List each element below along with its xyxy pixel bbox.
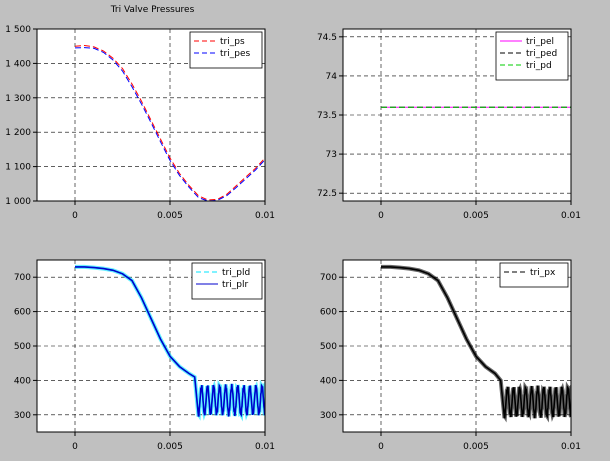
x-tick-label: 0 — [72, 211, 78, 221]
x-tick-label: 0.005 — [157, 211, 183, 221]
legend-label: tri_pd — [526, 61, 552, 71]
y-tick-label: 1 000 — [5, 197, 31, 207]
y-tick-label: 1 100 — [5, 163, 31, 173]
y-tick-label: 1 500 — [5, 25, 31, 35]
series-group — [74, 44, 265, 201]
legend: tri_ps tri_pes — [189, 31, 263, 69]
series-group — [75, 264, 265, 422]
subplot-3: 0 0.005 0.01 300 400 500 600 700 tri_pld tri_plr — [14, 259, 275, 452]
y-tick-label: 700 — [14, 273, 31, 283]
x-tick-label: 0.01 — [561, 442, 581, 452]
y-tick-label: 700 — [320, 273, 337, 283]
y-tick-label: 74.5 — [317, 33, 337, 43]
x-tick-label: 0 — [378, 211, 384, 221]
y-tick-label: 600 — [320, 308, 337, 318]
legend-label: tri_ps — [220, 37, 245, 47]
legend: tri_pld tri_plr — [191, 262, 263, 300]
series-group — [381, 264, 571, 423]
legend-label: tri_plr — [222, 280, 248, 290]
x-tick-label: 0 — [72, 442, 78, 452]
subplot-4: 0 0.005 0.01 300 400 500 600 700 tri_px — [320, 259, 581, 452]
subplot-2: 0 0.005 0.01 72.5 73 73.5 74 74.5 tri_pel tri_ped… — [317, 28, 581, 221]
x-tick-label: 0.01 — [255, 211, 275, 221]
legend-label: tri_ped — [526, 49, 557, 59]
y-tick-label: 1 200 — [5, 128, 31, 138]
y-tick-label: 500 — [320, 342, 337, 352]
y-tick-label: 73 — [326, 150, 337, 160]
y-tick-label: 300 — [14, 411, 31, 421]
subplot-1: 0 0.005 0.01 1 000 1 100 1 200 1 300 1 400 1 500… — [5, 25, 275, 221]
legend-box — [499, 262, 569, 288]
x-tick-label: 0.005 — [463, 442, 489, 452]
series-line-tri_ps — [74, 44, 265, 201]
y-tick-label: 1 300 — [5, 94, 31, 104]
x-tick-label: 0.01 — [255, 442, 275, 452]
y-tick-label: 72.5 — [317, 189, 337, 199]
legend-label: tri_pel — [526, 37, 554, 47]
y-tick-label: 74 — [326, 72, 338, 82]
x-tick-label: 0.005 — [157, 442, 183, 452]
series-line-tri_px — [381, 266, 571, 419]
axes-frame — [36, 28, 266, 202]
legend-box — [189, 31, 263, 69]
legend-box — [495, 31, 569, 81]
legend: tri_px — [499, 262, 569, 288]
legend-label: tri_pes — [220, 49, 250, 59]
legend-box — [191, 262, 263, 300]
x-tick-label: 0.01 — [561, 211, 581, 221]
series-line-tri_plr — [75, 266, 265, 418]
y-tick-label: 500 — [14, 342, 31, 352]
y-tick-label: 1 400 — [5, 59, 31, 69]
y-tick-label: 400 — [14, 376, 31, 386]
legend-label: tri_px — [530, 268, 556, 278]
y-tick-label: 73.5 — [317, 111, 337, 121]
y-tick-label: 600 — [14, 308, 31, 318]
legend-label: tri_pld — [222, 268, 250, 278]
y-tick-label: 400 — [320, 376, 337, 386]
x-tick-label: 0.005 — [463, 211, 489, 221]
series-line-tri_pes — [74, 47, 265, 201]
figure-title: Tri Valve Pressures — [110, 5, 195, 15]
legend: tri_pel tri_ped tri_pd — [495, 31, 569, 81]
y-tick-label: 300 — [320, 411, 337, 421]
x-tick-label: 0 — [378, 442, 384, 452]
